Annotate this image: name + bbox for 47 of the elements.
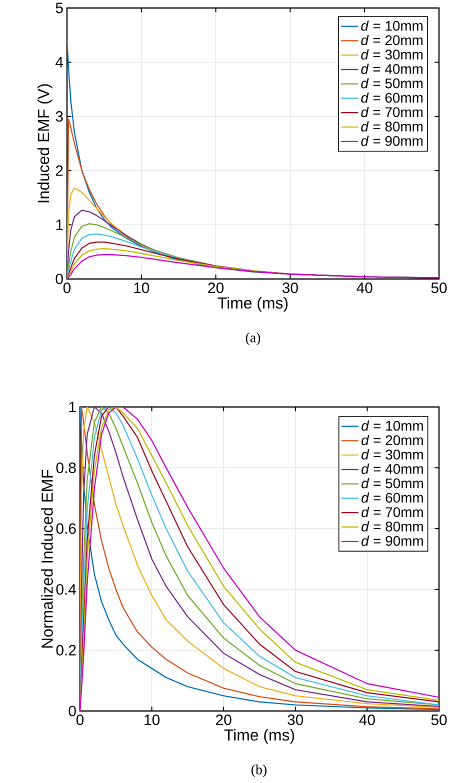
x-tick-label: 10 bbox=[144, 714, 160, 726]
y-tick-label: 5 bbox=[56, 2, 63, 14]
x-tick-label: 50 bbox=[431, 714, 447, 726]
x-tick-label: 20 bbox=[216, 714, 232, 726]
legend-label: d = 60mm bbox=[362, 492, 423, 503]
y-tick-label: 2 bbox=[56, 165, 63, 176]
x-tick-label: 30 bbox=[282, 282, 298, 294]
legend-label: d = 20mm bbox=[362, 434, 423, 446]
x-axis-title: Time (ms) bbox=[224, 728, 294, 744]
legend-label: d = 60mm bbox=[361, 92, 423, 103]
y-tick-label: 0.4 bbox=[56, 584, 76, 595]
y-axis-title: Induced EMF (V) bbox=[37, 84, 52, 202]
legend-label: d = 80mm bbox=[361, 121, 423, 132]
legend-label: d = 70mm bbox=[361, 106, 423, 118]
x-tick-label: 40 bbox=[359, 714, 375, 726]
legend-label: d = 40mm bbox=[361, 64, 423, 74]
y-tick-label: 3 bbox=[56, 111, 63, 122]
y-tick-label: 0.8 bbox=[56, 462, 76, 474]
legend-label: d = 90mm bbox=[361, 136, 423, 146]
legend-label: d = 20mm bbox=[361, 34, 423, 46]
y-tick-label: 1 bbox=[56, 220, 63, 230]
y-tick-label: 1 bbox=[69, 402, 76, 412]
x-axis-title: Time (ms) bbox=[218, 296, 288, 312]
legend-label: d = 40mm bbox=[362, 464, 423, 474]
legend-label: d = 50mm bbox=[361, 78, 423, 88]
y-tick-label: 4 bbox=[56, 57, 64, 68]
text: (a) bbox=[246, 332, 260, 346]
legend-label: d = 30mm bbox=[362, 449, 423, 460]
x-tick-label: 30 bbox=[288, 714, 304, 726]
x-tick-label: 40 bbox=[356, 282, 372, 294]
legend-label: d = 50mm bbox=[362, 478, 423, 488]
legend-label: d = 10mm bbox=[362, 420, 423, 431]
y-tick-label: 0 bbox=[68, 706, 76, 716]
y-tick-label: 0.2 bbox=[56, 644, 76, 656]
x-tick-label: 50 bbox=[431, 282, 447, 294]
x-tick-label: 0 bbox=[76, 714, 84, 726]
x-tick-label: 10 bbox=[134, 282, 150, 294]
y-tick-label: 0 bbox=[56, 274, 63, 284]
legend-label: d = 80mm bbox=[362, 521, 423, 532]
x-tick-label: 20 bbox=[208, 282, 224, 294]
legend-label: d = 10mm bbox=[361, 20, 423, 31]
legend-label: d = 90mm bbox=[362, 536, 423, 546]
y-tick-label: 0.6 bbox=[56, 523, 76, 534]
legend-label: d = 70mm bbox=[362, 506, 423, 518]
y-axis-title: Normalized Induced EMF bbox=[41, 470, 53, 648]
text: (b) bbox=[251, 764, 267, 778]
legend-label: d = 30mm bbox=[361, 49, 423, 60]
